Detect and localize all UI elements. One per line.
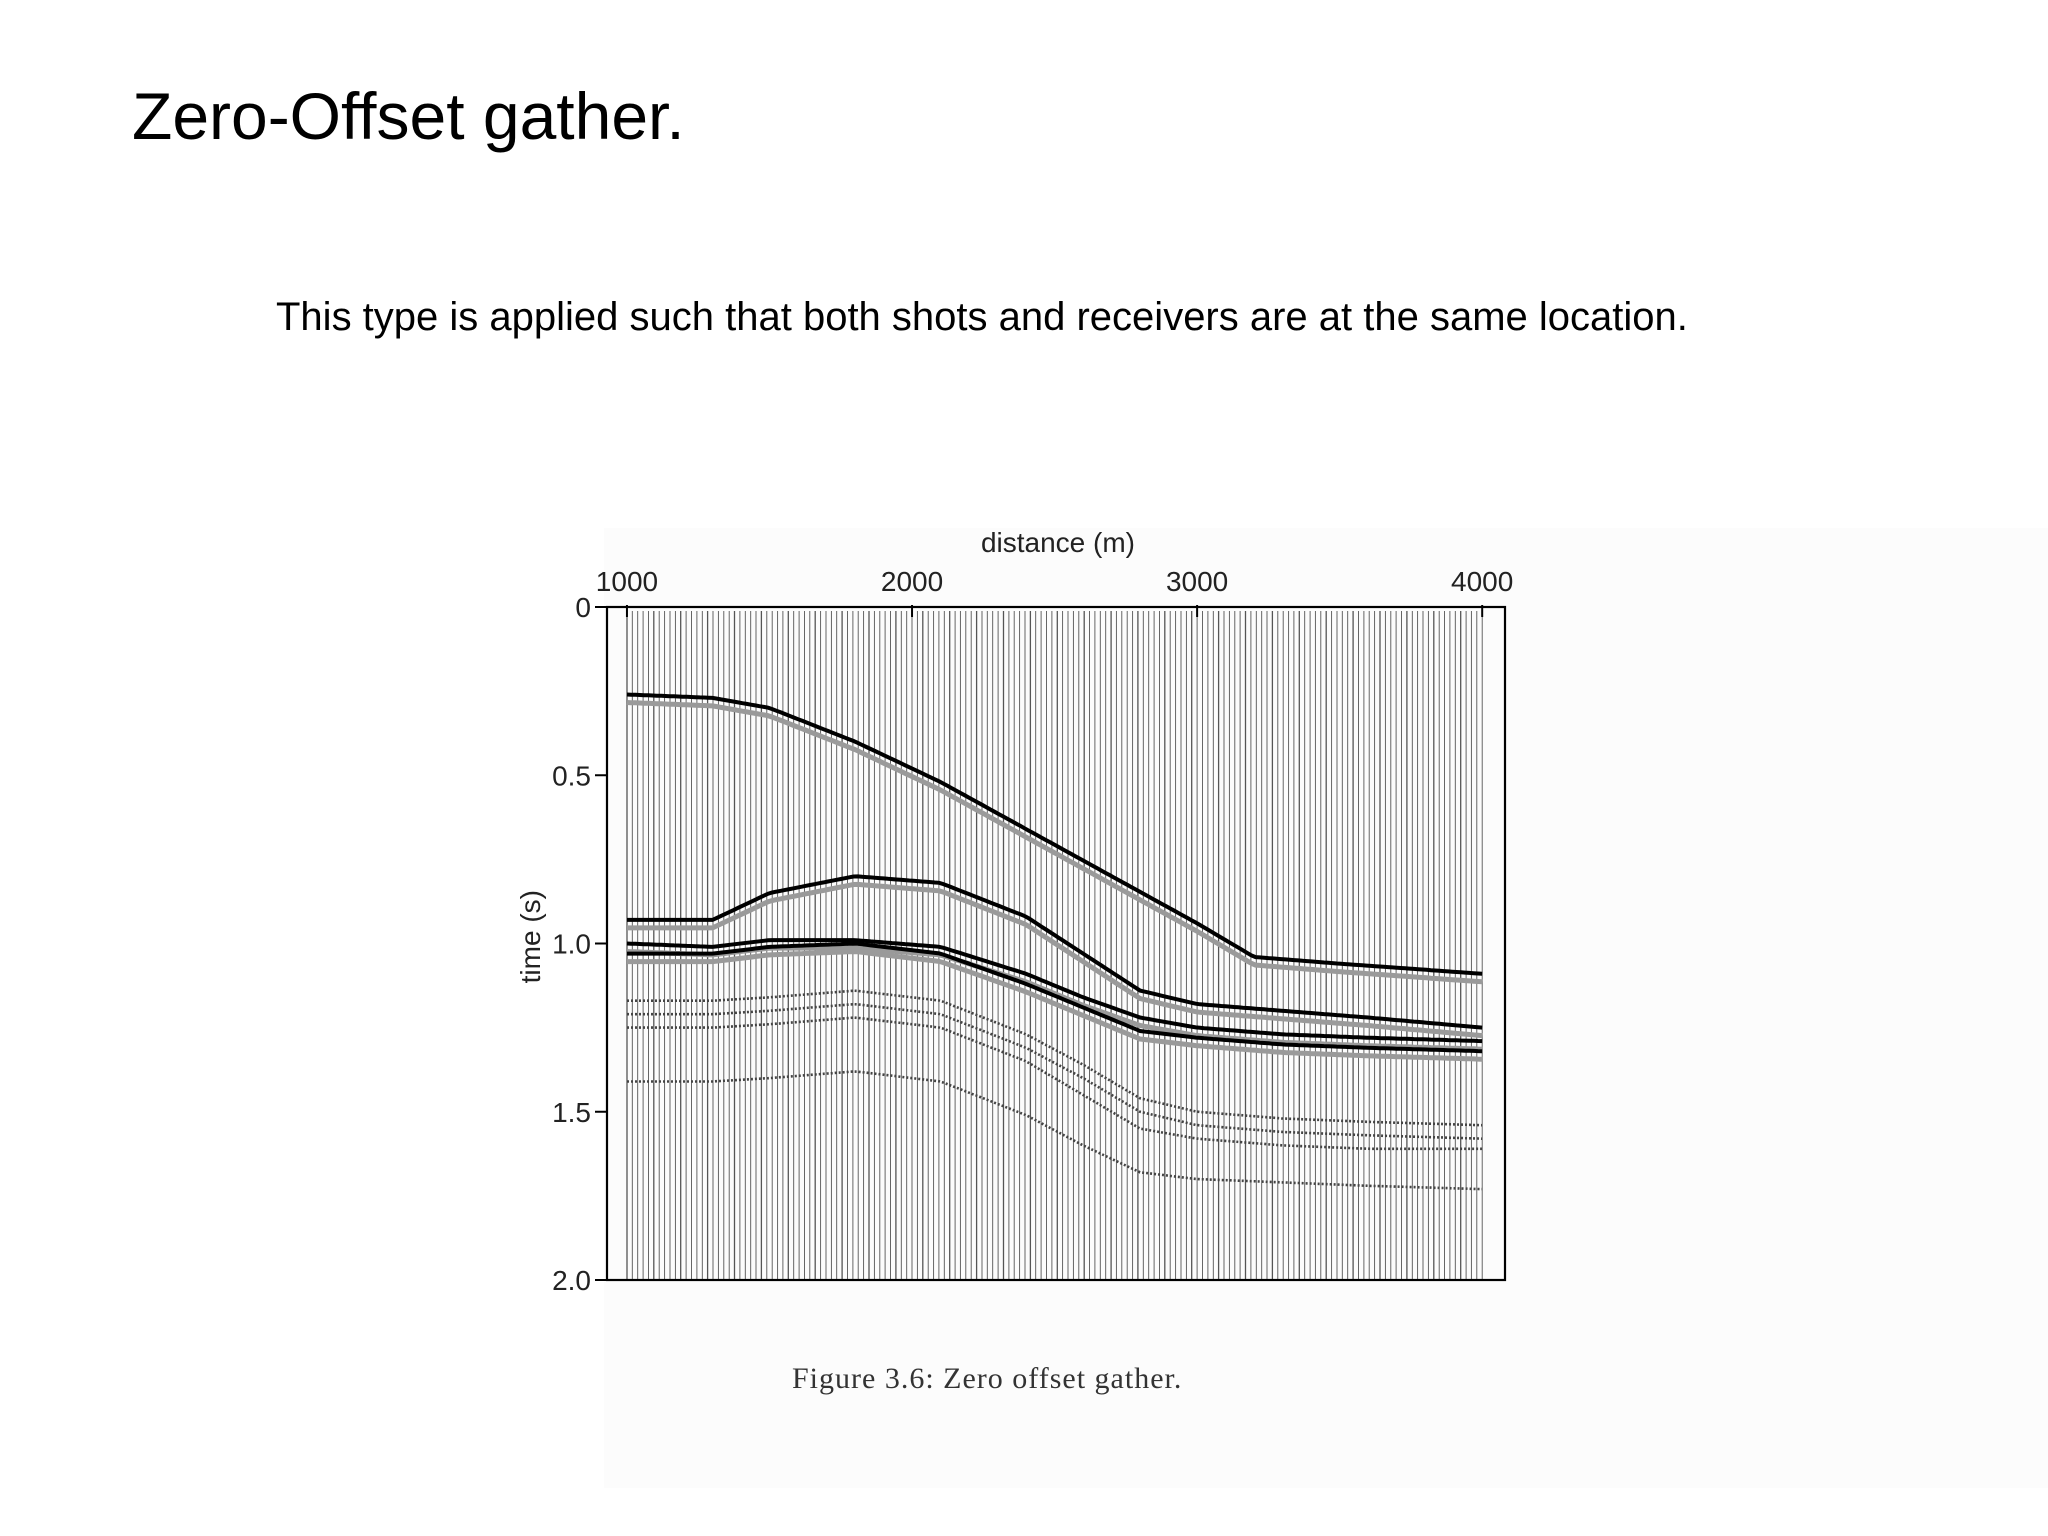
y-tick-label: 0 [575, 592, 591, 623]
event-halo [627, 949, 1483, 1062]
reflection-event [627, 874, 1483, 1030]
reflection-event [627, 941, 1483, 1054]
reflection-event [626, 938, 1483, 1044]
y-axis-label: time (s) [515, 890, 546, 983]
x-tick-label: 4000 [1451, 566, 1513, 597]
slide-title: Zero-Offset gather. [132, 79, 685, 153]
axes-layer: 1000 2000 3000 4000 0 0.5 1.0 1.5 2.0 [552, 566, 1513, 1296]
y-tick-label: 0.5 [552, 760, 591, 791]
figure-caption: Figure 3.6: Zero offset gather. [792, 1362, 1183, 1395]
reflection-event [627, 1070, 1483, 1191]
event-layer [626, 692, 1483, 1191]
y-tick-label: 2.0 [552, 1265, 591, 1296]
event-halo [627, 881, 1483, 1039]
x-tick-label: 3000 [1166, 566, 1228, 597]
x-tick-label: 1000 [596, 566, 658, 597]
event-halo [626, 700, 1483, 985]
slide-body-text: This type is applied such that both shot… [276, 295, 1688, 339]
x-axis-label: distance (m) [981, 527, 1135, 558]
x-tick-label: 2000 [881, 566, 943, 597]
y-tick-label: 1.5 [552, 1097, 591, 1128]
y-tick-label: 1.0 [552, 929, 591, 960]
reflection-event [626, 692, 1483, 976]
